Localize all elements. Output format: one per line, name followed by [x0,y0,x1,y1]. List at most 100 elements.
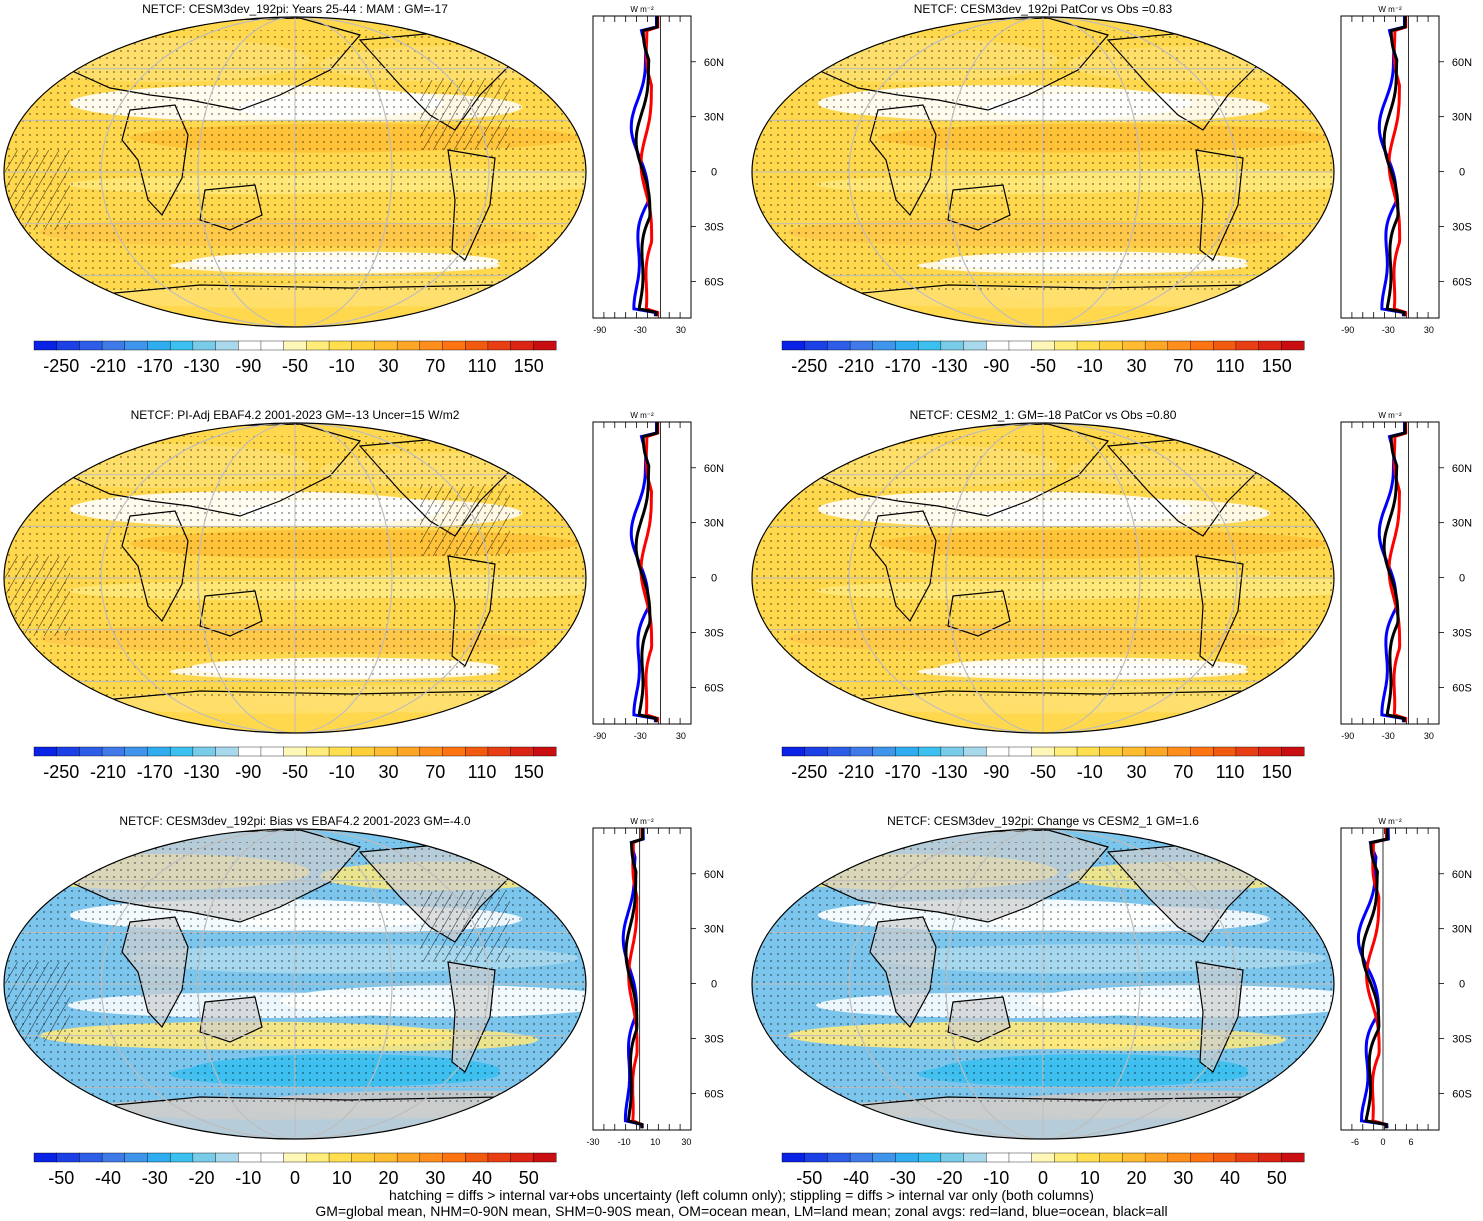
colorbar-swatch [964,1153,987,1162]
colorbar-swatch [1054,747,1077,756]
colorbar-swatch [216,747,239,756]
zonal-y-tick-label: 60S [704,682,724,694]
colorbar-tick-label: -170 [137,762,173,782]
colorbar-swatch [1100,1153,1123,1162]
colorbar-swatch [352,747,375,756]
colorbar-tick-label: -50 [48,1168,74,1188]
zonal-y-tick-label: 0 [1459,573,1465,585]
zonal-x-tick-label: -90 [1341,325,1354,335]
colorbar-swatch [1259,1153,1282,1162]
colorbar-swatch [147,341,170,350]
colorbar-swatch [827,1153,850,1162]
colorbar-swatch [443,747,466,756]
zonal-y-tick-label: 60S [1452,1088,1472,1100]
zonal-y-tick-label: 0 [1459,979,1465,991]
colorbar-tick-label: -210 [838,762,874,782]
colorbar-tick-label: -90 [983,762,1009,782]
colorbar-tick-label: 70 [1173,762,1193,782]
colorbar-tick-label: -10 [235,1168,261,1188]
colorbar-swatch [1032,341,1055,350]
colorbar-swatch [1191,1153,1214,1162]
colorbar-swatch [125,1153,148,1162]
colorbar-tick-label: 150 [514,762,544,782]
colorbar-swatch [1236,1153,1259,1162]
colorbar-swatch [170,341,193,350]
zonal-y-tick-label: 30N [704,112,724,124]
hatching [420,892,510,962]
colorbar-swatch [374,341,397,350]
colorbar-tick-label: -10 [1077,356,1103,376]
colorbar-swatch [827,747,850,756]
panel-1: NETCF: CESM3dev_192pi: Years 25-44 : MAM… [0,0,740,400]
continent-antarctica [788,1097,1308,1152]
colorbar-tick-label: 40 [472,1168,492,1188]
map [0,0,634,340]
zonal-x-tick-label: -30 [634,325,647,335]
panel-6: NETCF: CESM3dev_192pi: Change vs CESM2_1… [748,812,1483,1212]
colorbar-swatch [102,341,125,350]
hatching [420,486,510,556]
colorbar-swatch [941,1153,964,1162]
colorbar-swatch [986,747,1009,756]
colorbar-tick-label: -170 [885,356,921,376]
zonal-x-tick-label: 30 [1424,325,1434,335]
zonal-y-tick-label: 60S [704,276,724,288]
colorbar-swatch [895,1153,918,1162]
colorbar-swatch [511,747,534,756]
colorbar-swatch [850,341,873,350]
zonal-profile: W m⁻² -6 0 6 60N 30N 0 30S 60S [1341,817,1472,1147]
colorbar-swatch [261,747,284,756]
colorbar-tick-label: 30 [1173,1168,1193,1188]
zonal-x-tick-label: 30 [676,731,686,741]
zonal-profile: W m⁻²-90 -30 3060N30N030S60S [1341,411,1472,741]
colorbar-tick-label: -250 [43,762,79,782]
zonal-x-tick-label: 10 [650,1137,660,1147]
colorbar-swatch [306,747,329,756]
colorbar-tick-label: 150 [514,356,544,376]
colorbar-swatch [193,1153,216,1162]
colorbar-swatch [986,341,1009,350]
colorbar-tick-label: 0 [1038,1168,1048,1188]
colorbar-swatch [420,747,443,756]
colorbar-tick-label: -10 [329,762,355,782]
zonal-profile: W m⁻²-30 -10 10 3060N30N030S60S [586,817,724,1147]
colorbar-tick-label: 70 [1173,356,1193,376]
zonal-y-tick-label: 30S [1452,221,1472,233]
colorbar-swatch [918,1153,941,1162]
colorbar-swatch [1259,747,1282,756]
colorbar-tick-label: 70 [425,356,445,376]
colorbar: -50 -40 -30 -20 -10 0 10 20 30 40 50 [34,1153,556,1188]
hatching [0,150,70,230]
panel-5: NETCF: CESM3dev_192pi: Bias vs EBAF4.2 2… [0,812,740,1212]
zonal-y-tick-label: 30N [1452,924,1472,936]
panel-graphics: -50 -40 -30 -20 -10 0 10 20 30 40 50W m⁻²-6 0 660N30… [748,812,1483,1212]
colorbar-swatch [125,747,148,756]
colorbar-tick-label: -90 [983,356,1009,376]
colorbar-swatch [850,747,873,756]
colorbar-swatch [193,747,216,756]
colorbar-tick-label: -50 [796,1168,822,1188]
zonal-unit: W m⁻² [1378,5,1402,14]
colorbar-tick-label: 50 [519,1168,539,1188]
colorbar-tick-label: 110 [1216,762,1245,782]
colorbar-swatch [1213,341,1236,350]
colorbar-swatch [465,1153,488,1162]
colorbar-tick-label: 20 [378,1168,398,1188]
colorbar-swatch [79,1153,102,1162]
colorbar-swatch [284,747,307,756]
colorbar-swatch [918,341,941,350]
colorbar-swatch [147,747,170,756]
colorbar-tick-label: 30 [1126,356,1146,376]
colorbar-tick-label: -40 [843,1168,869,1188]
colorbar-swatch [1054,341,1077,350]
colorbar-tick-label: -210 [90,356,126,376]
colorbar-swatch [918,747,941,756]
colorbar-swatch [1145,1153,1168,1162]
colorbar-tick-label: -10 [983,1168,1009,1188]
colorbar-tick-label: 30 [378,762,398,782]
colorbar-tick-label: 110 [468,762,497,782]
colorbar-swatch [1122,747,1145,756]
colorbar-swatch [850,1153,873,1162]
zonal-frame [593,828,691,1130]
zonal-y-tick-label: 30S [704,1033,724,1045]
